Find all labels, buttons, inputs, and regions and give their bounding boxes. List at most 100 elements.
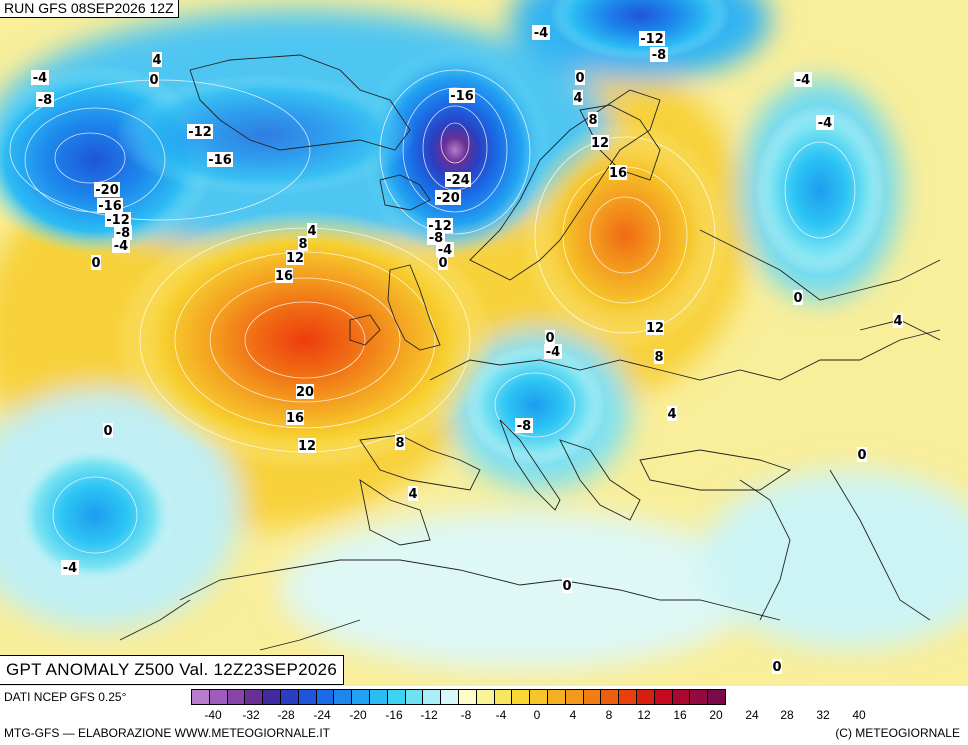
contour-label-bg — [31, 70, 49, 85]
colorbar-cell — [530, 689, 548, 705]
contour-label-bg — [646, 320, 664, 335]
contour-label-bg — [562, 578, 572, 593]
contour-label: 0 — [91, 256, 100, 271]
contour-label-bg — [449, 88, 475, 103]
contour-label-bg — [94, 182, 120, 197]
contour-label: 12 — [646, 321, 664, 336]
contour-label: -12 — [106, 213, 130, 228]
contour-label: -4 — [33, 71, 47, 86]
contour-label: 0 — [793, 291, 802, 306]
credit-right: (C) METEOGIORNALE — [835, 726, 960, 740]
colorbar-ticks: -40 -32 -28 -24 -20 -16 -12 -8 -4 0 4 8 12 16 20 24 28 32… — [191, 708, 968, 724]
contour-label-bg — [112, 238, 130, 253]
contour-label-bg — [794, 72, 812, 87]
contour-label-bg — [105, 212, 131, 227]
contour-label-bg — [650, 47, 668, 62]
colorbar-cell — [441, 689, 459, 705]
contour-label-bg — [187, 124, 213, 139]
contour-label-bg — [286, 410, 304, 425]
colorbar-cell — [512, 689, 531, 705]
contour-label: 16 — [286, 411, 304, 426]
colorbar-tick: 20 — [709, 708, 723, 722]
contour-label-bg — [436, 242, 454, 257]
colorbar — [191, 689, 726, 705]
colorbar-cell — [387, 689, 406, 705]
colorbar-cell — [583, 689, 602, 705]
colorbar-cell — [601, 689, 620, 705]
colorbar-cell — [458, 689, 477, 705]
contour-label: -8 — [652, 48, 666, 63]
contour-label: -4 — [63, 561, 77, 576]
colorbar-cell — [423, 689, 442, 705]
contour-label-bg — [103, 423, 113, 438]
colorbar-cell — [352, 689, 370, 705]
contour-label: -12 — [188, 125, 212, 140]
run-title: RUN GFS 08SEP2026 12Z — [0, 0, 179, 18]
contour-label: -8 — [517, 419, 531, 434]
contour-label-bg — [97, 198, 123, 213]
contour-label-bg — [667, 406, 677, 421]
credit-left: MTG-GFS — ELABORAZIONE WWW.METEOGIORNALE… — [4, 726, 331, 740]
contour-label-bg — [275, 268, 293, 283]
contour-label: 12 — [286, 251, 304, 266]
colorbar-cell — [672, 689, 691, 705]
contour-label: -16 — [208, 153, 232, 168]
contour-label: 16 — [275, 269, 293, 284]
contour-label: 4 — [893, 314, 902, 329]
colorbar-cell — [298, 689, 317, 705]
contour-label: -8 — [116, 226, 130, 241]
contour-label: -4 — [114, 239, 128, 254]
contour-label: 4 — [152, 53, 161, 68]
colorbar-tick: -8 — [460, 708, 472, 722]
contour-label: 8 — [298, 237, 307, 252]
contour-label: 0 — [149, 73, 158, 88]
contour-label-bg — [575, 70, 585, 85]
contour-label-bg — [588, 112, 598, 127]
anomaly-map: -4-840-12-16-16-20-16-12-8-40-4 -12-8-24-… — [0, 0, 968, 686]
contour-label-bg — [152, 52, 162, 67]
colorbar-tick: 12 — [637, 708, 651, 722]
colorbar-tick: 28 — [780, 708, 794, 722]
contour-label: -24 — [446, 173, 470, 188]
contour-label: 0 — [772, 660, 781, 675]
colorbar-cell — [245, 689, 264, 705]
map-area: -4 -8 4 0 -12 -16 -16 -20 -16 -12 -8 -4 0 -4 -12 -8 -24-… — [0, 0, 968, 687]
contour-label-bg — [438, 255, 448, 270]
contour-label-bg — [591, 135, 609, 150]
colorbar-tick: -20 — [349, 708, 367, 722]
contour-label: 4 — [573, 91, 582, 106]
contour-label-bg — [61, 560, 79, 575]
contour-label: 0 — [545, 331, 554, 346]
contour-label-bg — [609, 165, 627, 180]
contour-label-bg — [427, 230, 445, 245]
contour-label-bg — [816, 115, 834, 130]
contour-label: 4 — [307, 224, 316, 239]
colorbar-tick: 24 — [745, 708, 759, 722]
contour-label-bg — [573, 90, 583, 105]
contour-label-bg — [857, 447, 867, 462]
colorbar-tick: -40 — [204, 708, 222, 722]
contour-label-bg — [639, 31, 665, 46]
contour-label: 8 — [654, 350, 663, 365]
contour-label: -4 — [796, 73, 810, 88]
contour-label-bg — [654, 349, 664, 364]
colorbar-cell — [690, 689, 709, 705]
contour-label-bg — [893, 313, 903, 328]
contour-label: 20 — [296, 385, 314, 400]
contour-label-bg — [532, 25, 550, 40]
contour-label: -16 — [98, 199, 122, 214]
colorbar-cell — [192, 689, 210, 705]
contour-label: 0 — [103, 424, 112, 439]
colorbar-cell — [334, 689, 353, 705]
contour-label: 8 — [395, 436, 404, 451]
contour-label-bg — [36, 92, 54, 107]
contour-label: -4 — [546, 345, 560, 360]
legend-footer: DATI NCEP GFS 0.25° -40 -32 -28 -24 -20 -16 -1… — [0, 686, 968, 745]
contour-label: 4 — [667, 407, 676, 422]
map-title: GPT ANOMALY Z500 Val. 12Z23SEP2026 — [0, 655, 345, 685]
contour-label-bg — [427, 218, 453, 233]
colorbar-tick: -12 — [420, 708, 438, 722]
contour-label-bg — [149, 72, 159, 87]
contour-label-bg — [408, 486, 418, 501]
colorbar-tick: -24 — [313, 708, 331, 722]
